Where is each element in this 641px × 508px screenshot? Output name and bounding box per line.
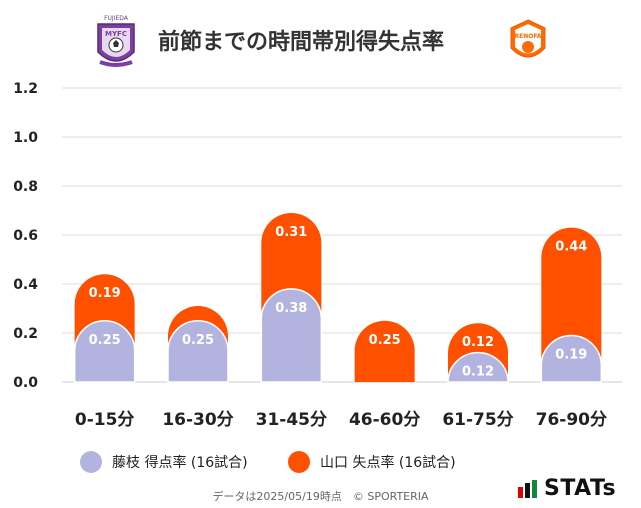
fujieda-logo-text: FUJIEDA xyxy=(104,15,129,22)
x-tick-label: 31-45分 xyxy=(256,410,327,430)
legend-fujieda: 藤枝 得点率 (16試合) xyxy=(80,449,248,475)
chart: 0.00.20.40.60.81.01.2 0.250.190.250.380.… xyxy=(13,81,622,430)
bar-fujieda xyxy=(540,334,603,383)
page-title: 前節までの時間帯別得失点率 xyxy=(158,30,445,55)
y-tick-label: 1.2 xyxy=(13,81,38,97)
renofa-logo: RENOFA xyxy=(508,18,548,66)
y-tick-label: 0.0 xyxy=(13,375,38,391)
data-label-fujieda: 0.12 xyxy=(462,365,494,380)
footer-note: データは2025/05/19時点 © SPORTERIA xyxy=(212,490,429,503)
bar-fujieda xyxy=(260,288,323,383)
data-label-yamaguchi: 0.19 xyxy=(89,286,121,301)
renofa-logo-text: RENOFA xyxy=(515,33,542,40)
data-label-fujieda: 0.25 xyxy=(182,333,214,348)
y-tick-label: 0.4 xyxy=(13,277,38,293)
bar-fujieda xyxy=(73,320,136,383)
y-tick-label: 0.6 xyxy=(13,228,38,244)
stats-brand: STATs xyxy=(518,476,616,501)
x-tick-label: 0-15分 xyxy=(75,410,135,430)
data-label-yamaguchi: 0.44 xyxy=(555,240,587,255)
x-tick-label: 76-90分 xyxy=(536,410,607,430)
bars: 0.25 0.19 0.25 0.38 0.31 0.25 0.12 0.12 0.19 0.44 xyxy=(73,212,603,383)
y-tick-label: 1.0 xyxy=(13,130,38,146)
fujieda-logo: FUJIEDA MYFC xyxy=(92,12,140,72)
data-label-yamaguchi: 0.31 xyxy=(275,225,307,240)
x-tick-label: 46-60分 xyxy=(349,410,420,430)
y-axis: 0.0 0.2 0.4 0.6 0.8 1.0 1.2 xyxy=(13,81,38,391)
grid-lines xyxy=(62,87,622,383)
y-tick-label: 0.8 xyxy=(13,179,38,195)
stats-logo-icon xyxy=(518,479,537,498)
stats-brand-text: STATs xyxy=(544,476,617,501)
y-tick-label: 0.2 xyxy=(13,326,38,342)
data-label-yamaguchi: 0.12 xyxy=(462,335,494,350)
data-label-fujieda: 0.38 xyxy=(275,301,307,316)
bar-fujieda xyxy=(167,320,229,383)
fujieda-logo-mid: MYFC xyxy=(105,30,127,38)
legend-yamaguchi: 山口 失点率 (16試合) xyxy=(288,449,456,475)
data-label-yamaguchi: 0.25 xyxy=(369,333,401,348)
x-tick-label: 16-30分 xyxy=(162,410,233,430)
data-label-fujieda: 0.25 xyxy=(89,333,121,348)
legend-fujieda-label: 藤枝 得点率 (16試合) xyxy=(112,455,248,471)
data-label-fujieda: 0.19 xyxy=(555,347,587,362)
x-axis: 0-15分 16-30分 31-45分 46-60分 61-75分 76-90分 xyxy=(75,410,607,430)
bar-yamaguchi xyxy=(354,320,415,382)
bar-fujieda xyxy=(447,351,509,383)
legend-yamaguchi-swatch xyxy=(288,451,310,473)
legend-fujieda-swatch xyxy=(80,451,102,473)
legend-yamaguchi-label: 山口 失点率 (16試合) xyxy=(320,455,456,471)
x-tick-label: 61-75分 xyxy=(442,410,513,430)
